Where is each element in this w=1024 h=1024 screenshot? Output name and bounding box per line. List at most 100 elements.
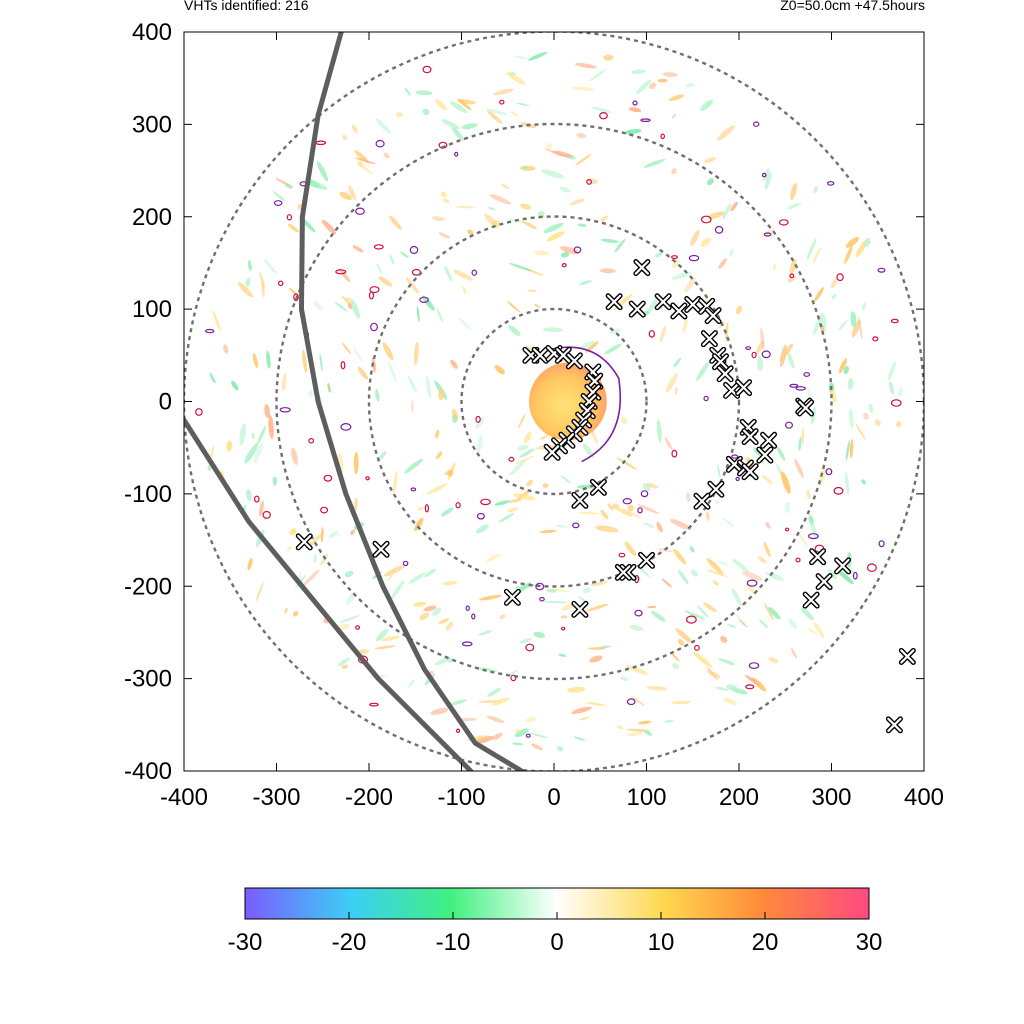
contour-loop xyxy=(833,486,844,495)
vht-marker-fill xyxy=(297,534,312,550)
contour-loop xyxy=(703,395,709,402)
field-streak xyxy=(306,532,324,549)
vht-marker xyxy=(503,588,521,606)
field-streak xyxy=(285,183,293,189)
field-streak xyxy=(378,276,393,287)
contour-loop xyxy=(751,351,757,359)
field-streak xyxy=(575,153,592,166)
contour-loop xyxy=(753,121,760,127)
contour-loop xyxy=(253,495,260,503)
x-tick-label: 400 xyxy=(904,784,944,811)
field-streak xyxy=(308,389,314,397)
field-streak xyxy=(627,728,650,732)
field-streak xyxy=(682,317,688,333)
field-streak xyxy=(696,361,710,381)
vht-marker-fill xyxy=(505,590,520,605)
x-tick-label: -400 xyxy=(160,784,208,811)
contour-loop xyxy=(748,662,760,669)
x-tick-label: 300 xyxy=(811,784,851,811)
field-streak xyxy=(546,142,553,149)
field-streak xyxy=(848,408,854,429)
field-streak xyxy=(239,423,247,446)
field-streak xyxy=(671,168,677,175)
field-streak xyxy=(383,152,390,159)
vht-marker-fill xyxy=(761,433,776,448)
field-streak xyxy=(526,479,534,487)
field-streak xyxy=(643,159,666,168)
field-streak xyxy=(542,483,549,489)
contour-loop xyxy=(637,507,643,514)
field-streak xyxy=(664,719,674,723)
field-streak xyxy=(829,387,837,403)
vht-markers xyxy=(295,259,916,734)
field-streak xyxy=(672,259,679,269)
field-streak xyxy=(527,289,537,293)
field-streak xyxy=(675,628,693,644)
field-streak xyxy=(546,231,565,242)
field-streak xyxy=(620,416,628,425)
colorbar-tick-label: 10 xyxy=(648,929,675,956)
field-streak xyxy=(389,215,402,230)
field-streak xyxy=(628,107,642,113)
vht-marker xyxy=(741,463,759,481)
contour-loop xyxy=(573,246,582,254)
field-streak xyxy=(284,607,288,614)
contour-loop xyxy=(402,560,409,567)
field-streak xyxy=(560,615,568,619)
field-streak xyxy=(353,497,358,511)
field-streak xyxy=(847,378,854,390)
field-streak xyxy=(851,319,861,338)
field-streak xyxy=(616,457,638,470)
field-streak xyxy=(339,191,352,201)
y-tick-label: -400 xyxy=(124,758,172,785)
field-streak xyxy=(787,352,795,369)
field-streak xyxy=(723,697,738,705)
contour-loop xyxy=(508,456,515,462)
field-streak xyxy=(720,636,728,643)
contour-loop xyxy=(825,468,833,476)
field-streak xyxy=(484,213,499,229)
field-streak xyxy=(357,160,364,168)
field-streak xyxy=(321,219,337,235)
contour-loop xyxy=(475,415,481,423)
field-streak xyxy=(253,442,263,464)
field-streak xyxy=(303,569,320,586)
field-streak xyxy=(573,736,586,741)
field-streak xyxy=(624,129,642,135)
field-streak xyxy=(700,99,714,111)
field-streak xyxy=(448,699,467,706)
field-streak xyxy=(614,238,626,253)
field-streak xyxy=(513,55,527,60)
y-tick-label: -100 xyxy=(124,481,172,508)
field-streak xyxy=(844,245,853,264)
vht-marker-fill xyxy=(685,297,700,312)
vht-marker-fill xyxy=(743,429,758,444)
contour-loop xyxy=(784,527,790,532)
field-streak xyxy=(671,271,692,280)
field-streak xyxy=(442,581,458,586)
field-streak xyxy=(264,404,271,419)
x-tick-label: 0 xyxy=(547,784,560,811)
field-streak xyxy=(449,101,468,114)
field-streak xyxy=(487,687,502,697)
field-streak xyxy=(773,263,776,271)
field-streak xyxy=(577,511,600,515)
contour-loop xyxy=(789,383,799,388)
field-streak xyxy=(812,247,821,264)
y-tick-label: -300 xyxy=(124,666,172,693)
field-streak xyxy=(478,630,493,636)
field-streak xyxy=(744,674,760,686)
vht-marker xyxy=(654,293,672,311)
field-streak xyxy=(814,287,824,302)
field-streak xyxy=(512,742,524,746)
field-streak xyxy=(438,232,451,239)
field-streak xyxy=(413,601,427,607)
contour-loop xyxy=(456,728,461,734)
contour-loop xyxy=(803,372,811,377)
field-streak xyxy=(671,700,691,705)
field-streak xyxy=(863,412,869,420)
field-streak xyxy=(603,54,614,61)
contour-loop xyxy=(878,540,885,548)
field-streak xyxy=(631,696,645,707)
